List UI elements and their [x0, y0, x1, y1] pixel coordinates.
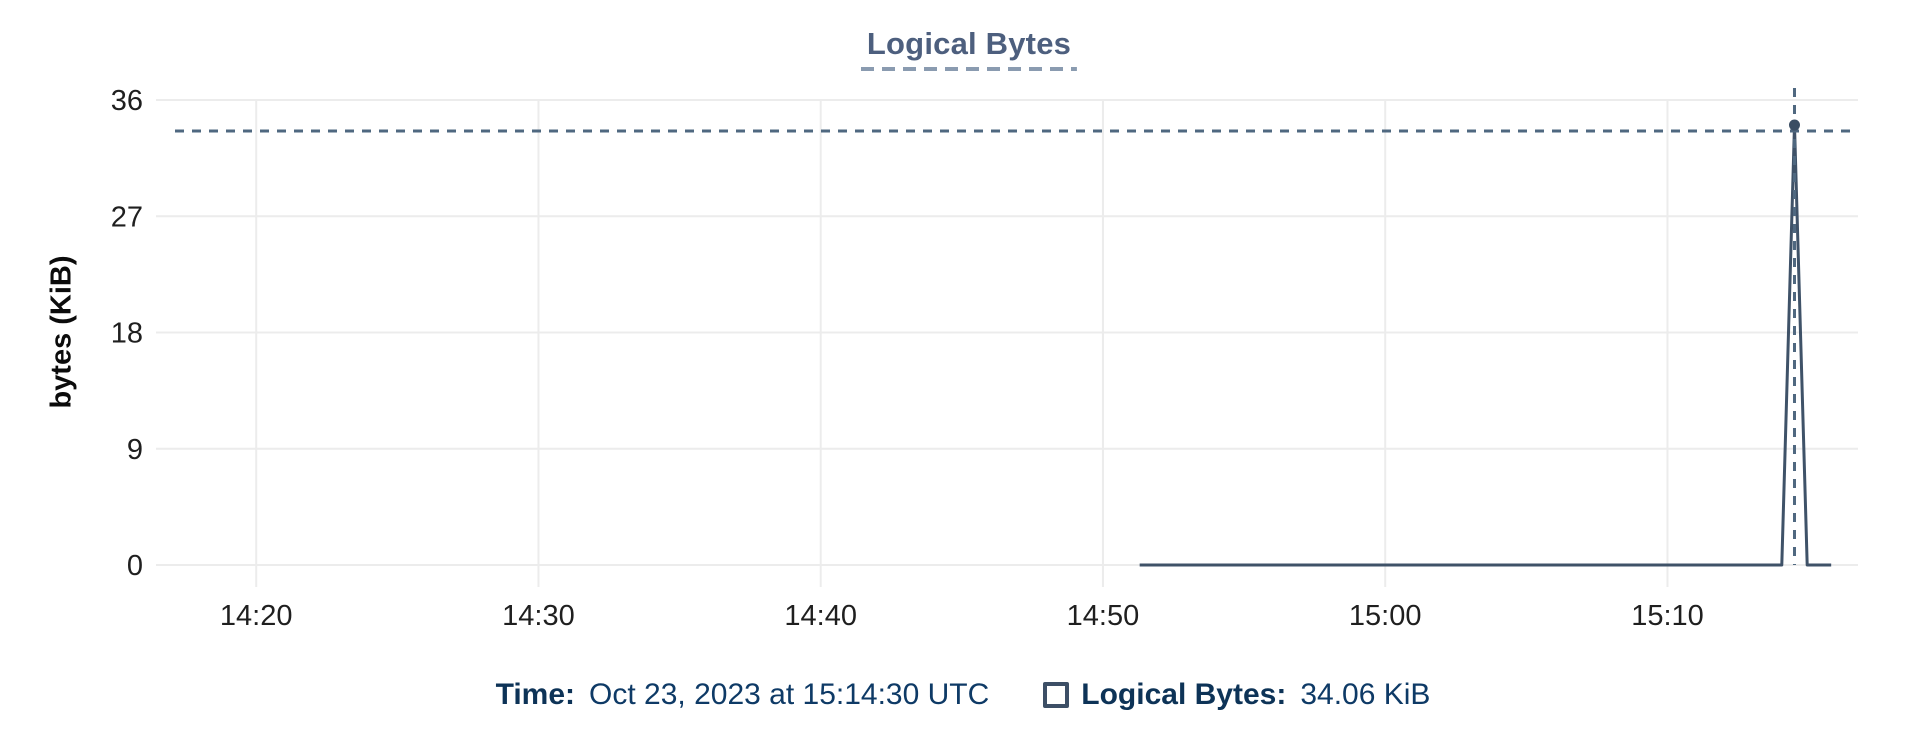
chart-plot-area[interactable]: [156, 100, 1858, 565]
x-tick-label: 15:10: [1631, 600, 1704, 632]
chart-title-wrap: Logical Bytes: [860, 26, 1078, 71]
chart-title[interactable]: Logical Bytes: [860, 26, 1078, 71]
hover-point-dot: [1788, 119, 1800, 131]
y-tick-label: 18: [111, 318, 143, 350]
line-chart: 0 9 18 27 36 14:20 14:30 14:40 14:50 15:00 15:10: [111, 85, 1858, 632]
hover-readout: Time: Oct 23, 2023 at 15:14:30 UTC Logic…: [0, 678, 1926, 712]
x-tick-label: 14:50: [1067, 600, 1140, 632]
y-tick-label: 27: [111, 201, 143, 233]
y-tick-label: 9: [127, 434, 143, 466]
time-value: Oct 23, 2023 at 15:14:30 UTC: [589, 678, 990, 711]
legend-swatch[interactable]: [1043, 682, 1070, 708]
x-tick-label: 14:30: [502, 600, 575, 632]
series-label: Logical Bytes:: [1081, 678, 1287, 711]
time-label: Time:: [495, 678, 576, 711]
x-tick-label: 14:20: [220, 600, 293, 632]
series-value: 34.06 KiB: [1300, 678, 1431, 711]
x-tick-label: 15:00: [1349, 600, 1422, 632]
y-tick-label: 0: [127, 550, 143, 582]
x-tick-label: 14:40: [784, 600, 857, 632]
y-tick-label: 36: [111, 85, 143, 117]
